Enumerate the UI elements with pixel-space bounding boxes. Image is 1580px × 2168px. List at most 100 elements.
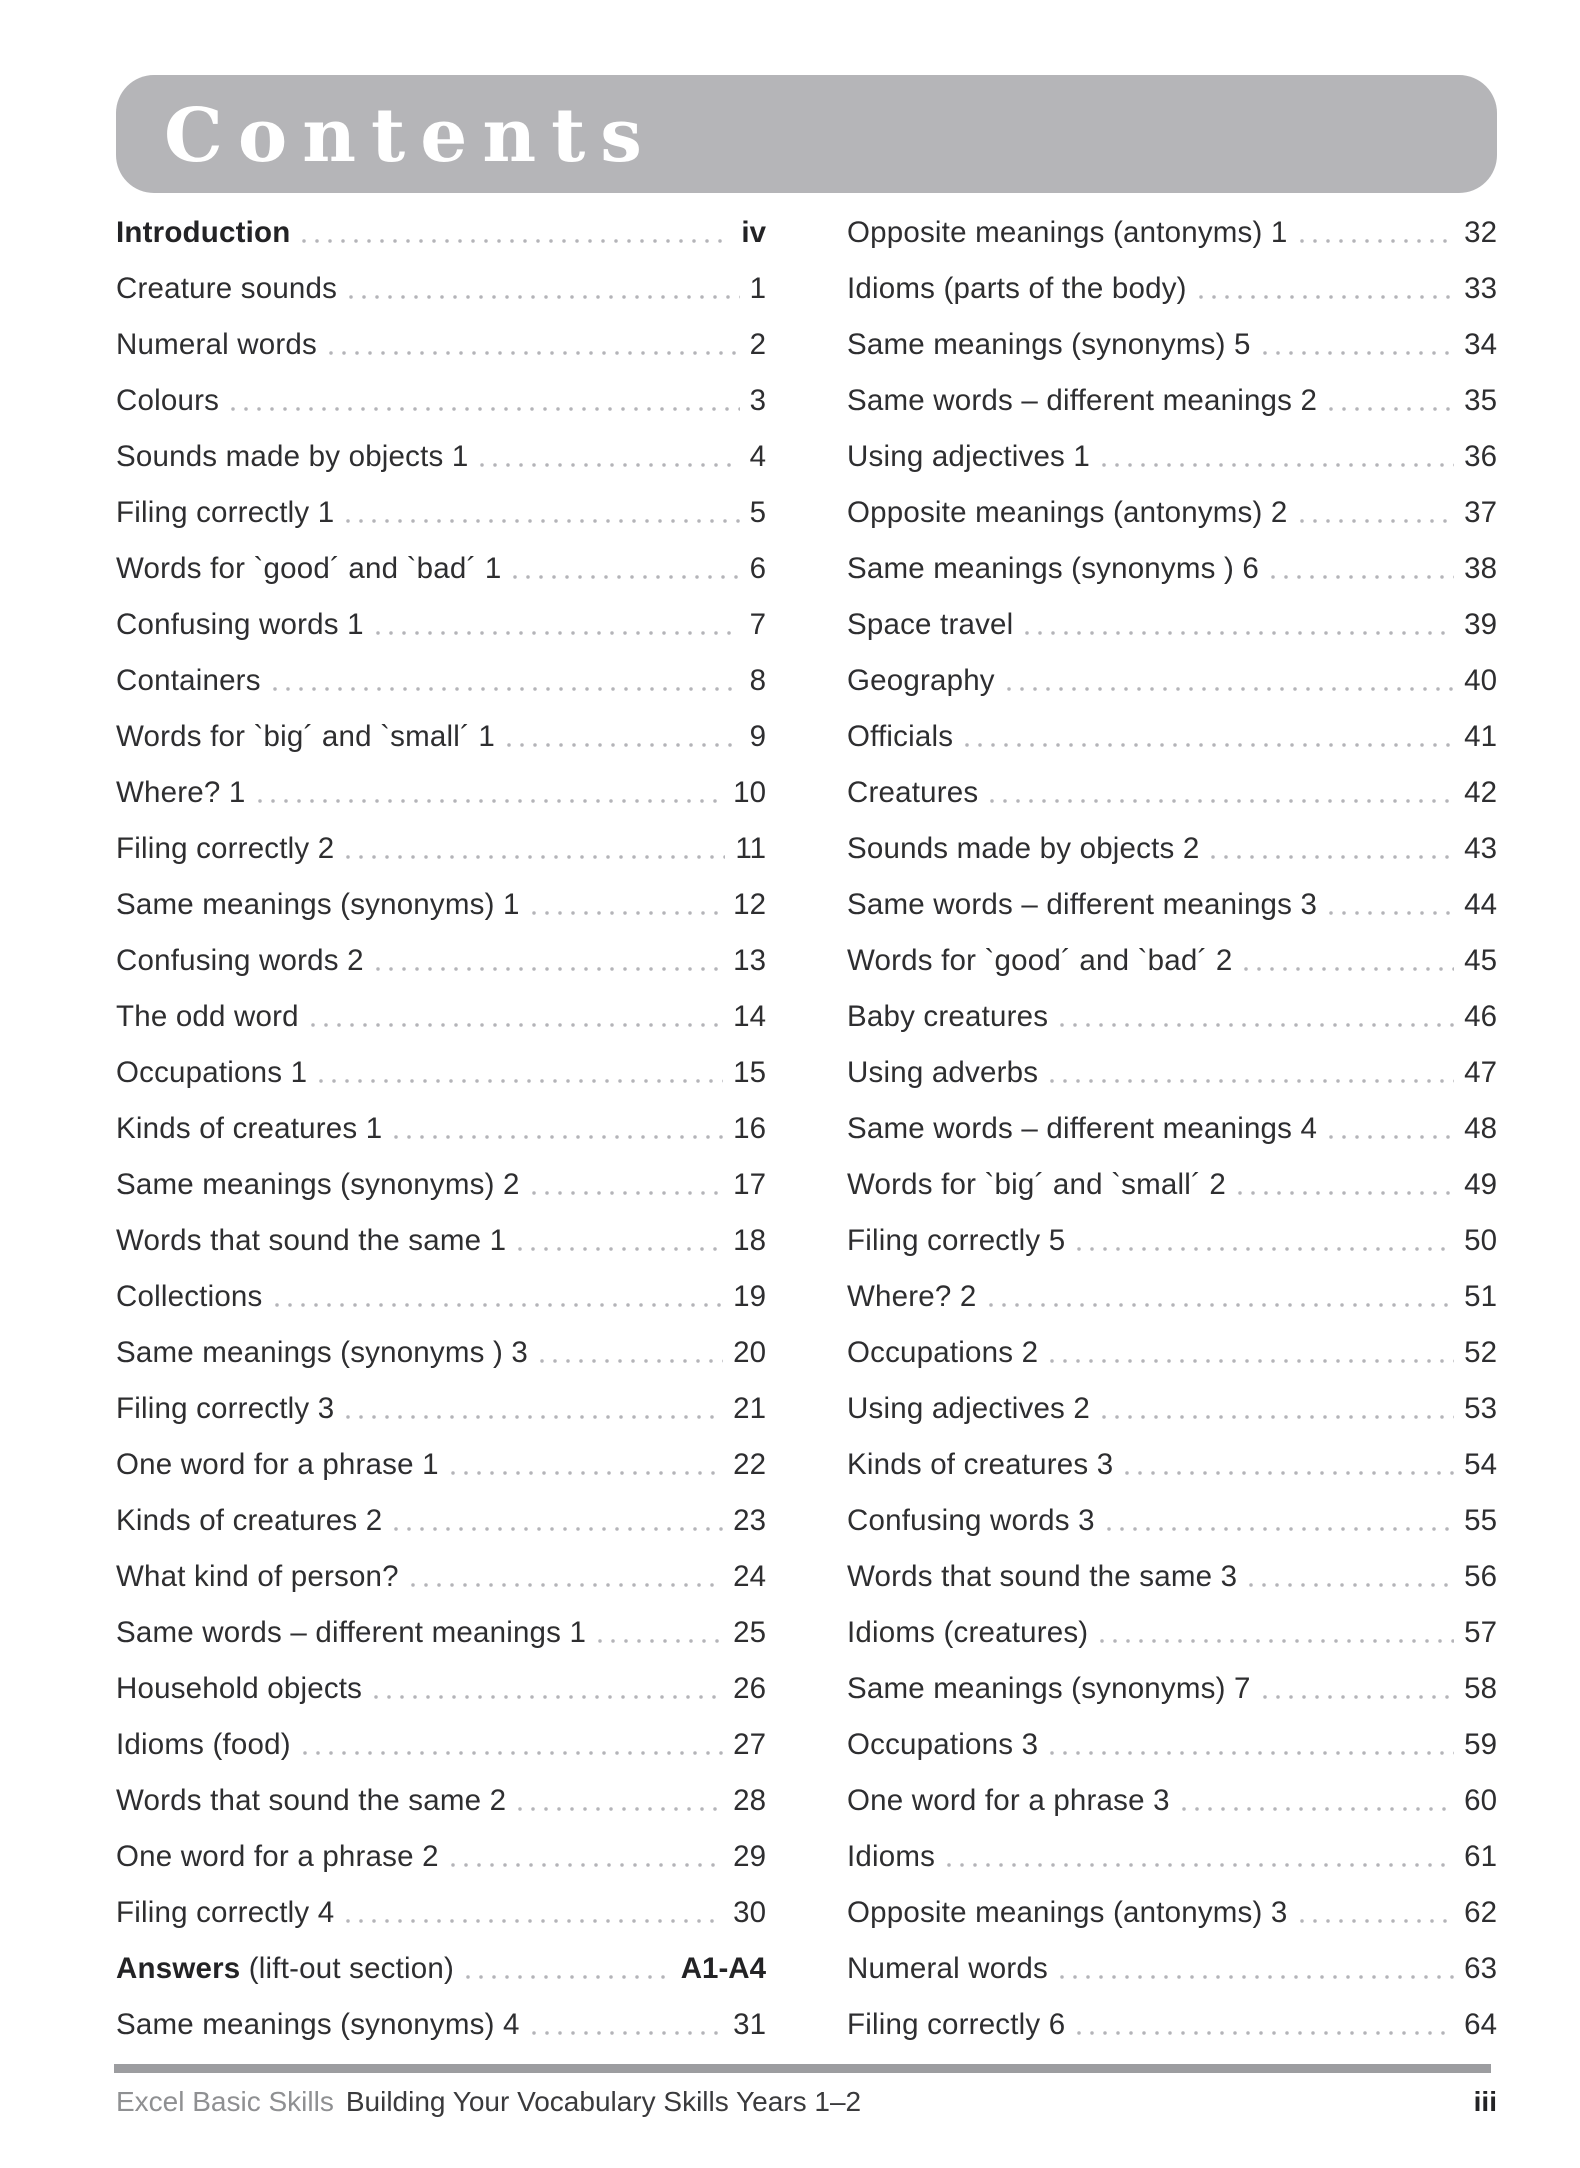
toc-entry-label: Geography	[847, 663, 995, 697]
toc-entry-page: 23	[733, 1503, 766, 1537]
dot-leader	[374, 1695, 724, 1699]
toc-entry: Idioms (parts of the body) 33	[847, 260, 1497, 316]
toc-entry-page: 27	[733, 1727, 766, 1761]
toc-entry-page: 18	[733, 1223, 766, 1257]
toc-entry: Baby creatures 46	[847, 988, 1497, 1044]
toc-entry: Confusing words 3 55	[847, 1492, 1497, 1548]
toc-entry: Using adjectives 2 53	[847, 1380, 1497, 1436]
toc-entry-label: Opposite meanings (antonyms) 1	[847, 215, 1288, 249]
toc-entry: Filing correctly 2 11	[116, 820, 766, 876]
toc-entry-label: Filing correctly 2	[116, 831, 335, 865]
dot-leader	[466, 1975, 671, 1979]
toc-entry-page: 33	[1464, 271, 1497, 305]
toc-entry-page: 42	[1464, 775, 1497, 809]
dot-leader	[410, 1583, 724, 1587]
toc-entry-page: 1	[749, 271, 766, 305]
toc-entry: Filing correctly 1 5	[116, 484, 766, 540]
dot-leader	[965, 743, 1455, 747]
toc-entry-label: Where? 2	[847, 1279, 977, 1313]
dot-leader	[1329, 407, 1455, 411]
toc-entry-page: 40	[1464, 663, 1497, 697]
toc-entry: Filing correctly 3 21	[116, 1380, 766, 1436]
toc-entry-label: Same meanings (synonyms) 7	[847, 1671, 1251, 1705]
toc-entry-page: 60	[1464, 1783, 1497, 1817]
dot-leader	[346, 1919, 724, 1923]
toc-entry-label: Collections	[116, 1279, 263, 1313]
toc-entry-page: 7	[749, 607, 766, 641]
toc-entry: Geography 40	[847, 652, 1497, 708]
toc-entry-label: Words that sound the same 3	[847, 1559, 1238, 1593]
toc-entry-page: 44	[1464, 887, 1497, 921]
dot-leader	[531, 911, 724, 915]
dot-leader	[1271, 575, 1455, 579]
dot-leader	[518, 1247, 724, 1251]
toc-entry-label: Kinds of creatures 3	[847, 1447, 1114, 1481]
dot-leader	[310, 1023, 724, 1027]
toc-entry-label: Opposite meanings (antonyms) 2	[847, 495, 1288, 529]
toc-column-right: Opposite meanings (antonyms) 1 32 Idioms (…	[847, 204, 1497, 2052]
toc-entry-page: 58	[1464, 1671, 1497, 1705]
toc-entry-page: 41	[1464, 719, 1497, 753]
toc-entry-page: A1-A4	[680, 1951, 766, 1985]
toc-entry-page: 8	[749, 663, 766, 697]
dot-leader	[531, 2031, 724, 2035]
dot-leader	[1299, 239, 1455, 243]
contents-header-band: Contents	[116, 75, 1497, 193]
toc-entry-page: 53	[1464, 1391, 1497, 1425]
toc-entry-label: Occupations 2	[847, 1335, 1039, 1369]
toc-entry-label: Filing correctly 1	[116, 495, 335, 529]
toc-entry: Opposite meanings (antonyms) 1 32	[847, 204, 1497, 260]
toc-entry: One word for a phrase 2 29	[116, 1828, 766, 1884]
toc-entry: Words for `good´ and `bad´ 1 6	[116, 540, 766, 596]
toc-entry-label: The odd word	[116, 999, 299, 1033]
toc-entry-page: 50	[1464, 1223, 1497, 1257]
dot-leader	[1050, 1079, 1455, 1083]
toc-entry-label: Answers (lift-out section)	[116, 1951, 455, 1985]
toc-entry-page: 10	[733, 775, 766, 809]
dot-leader	[1198, 295, 1455, 299]
dot-leader	[257, 799, 724, 803]
dot-leader	[480, 463, 740, 467]
dot-leader	[1060, 1023, 1455, 1027]
toc-entry-label: Same meanings (synonyms) 4	[116, 2007, 520, 2041]
toc-entry: Household objects 26	[116, 1660, 766, 1716]
toc-entry-page: 35	[1464, 383, 1497, 417]
toc-entry-page: 43	[1464, 831, 1497, 865]
toc-entry: The odd word 14	[116, 988, 766, 1044]
toc-entry-page: 52	[1464, 1335, 1497, 1369]
toc-entry: Idioms 61	[847, 1828, 1497, 1884]
dot-leader	[1050, 1359, 1455, 1363]
dot-leader	[394, 1527, 724, 1531]
toc-entry-page: 46	[1464, 999, 1497, 1033]
toc-entry: Words for `big´ and `small´ 1 9	[116, 708, 766, 764]
dot-leader	[1211, 855, 1455, 859]
dot-leader	[274, 1303, 724, 1307]
toc-entry-page: 32	[1464, 215, 1497, 249]
toc-entry-page: 17	[733, 1167, 766, 1201]
dot-leader	[531, 1191, 724, 1195]
toc-entry-label: One word for a phrase 1	[116, 1447, 439, 1481]
toc-entry: Numeral words 2	[116, 316, 766, 372]
dot-leader	[346, 1415, 724, 1419]
dot-leader	[518, 1807, 724, 1811]
toc-entry-label: Sounds made by objects 2	[847, 831, 1200, 865]
toc-entry-label: Words for `big´ and `small´ 1	[116, 719, 496, 753]
dot-leader	[507, 743, 740, 747]
dot-leader	[1125, 1471, 1455, 1475]
toc-entry-label: Numeral words	[847, 1951, 1048, 1985]
toc-entry-page: 26	[733, 1671, 766, 1705]
toc-entry: Filing correctly 4 30	[116, 1884, 766, 1940]
toc-entry-page: 47	[1464, 1055, 1497, 1089]
dot-leader	[346, 855, 726, 859]
dot-leader	[947, 1863, 1455, 1867]
toc-entry-label: Same words – different meanings 2	[847, 383, 1318, 417]
toc-entry-page: 25	[733, 1615, 766, 1649]
toc-entry-label: Idioms (parts of the body)	[847, 271, 1187, 305]
toc-entry: One word for a phrase 1 22	[116, 1436, 766, 1492]
toc-entry-label: Idioms	[847, 1839, 936, 1873]
toc-entry-page: 20	[733, 1335, 766, 1369]
dot-leader	[1100, 1639, 1455, 1643]
toc-entry-page: 2	[749, 327, 766, 361]
toc-entry-page: 55	[1464, 1503, 1497, 1537]
toc-entry: One word for a phrase 3 60	[847, 1772, 1497, 1828]
